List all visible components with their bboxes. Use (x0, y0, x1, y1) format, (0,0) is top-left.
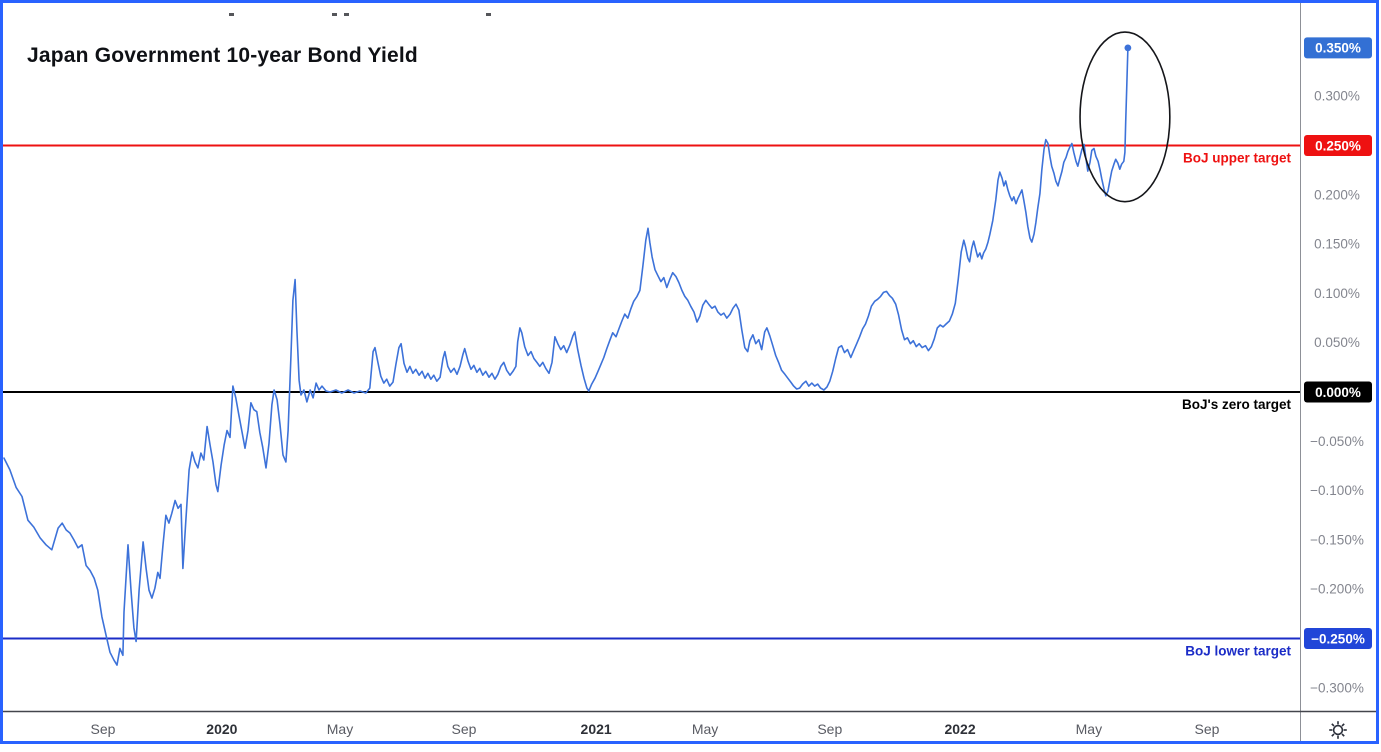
reference-line-label-0: BoJ upper target (1183, 151, 1292, 166)
x-tick-label-8: May (1076, 721, 1102, 737)
axis-badge-ref-2 (1304, 628, 1372, 649)
y-tick-label-5: 0.100% (1314, 286, 1360, 301)
chart-title: Japan Government 10-year Bond Yield (27, 44, 418, 67)
x-tick-label-1: 2020 (206, 721, 237, 737)
y-tick-label-6: 0.050% (1314, 335, 1360, 350)
axis-badge-last-price-text: 0.350% (1315, 41, 1361, 56)
time-axis[interactable] (3, 711, 1378, 742)
y-tick-label-9: −0.100% (1310, 483, 1364, 498)
clipped-text-mark-1 (332, 13, 337, 16)
clipped-text-mark-3 (486, 13, 491, 16)
reference-line-label-1: BoJ's zero target (1182, 397, 1291, 412)
x-tick-label-2: May (327, 721, 353, 737)
y-tick-label-11: −0.200% (1310, 582, 1364, 597)
x-tick-label-5: May (692, 721, 718, 737)
clipped-text-mark-2 (344, 13, 349, 16)
y-tick-label-8: −0.050% (1310, 434, 1364, 449)
x-tick-label-0: Sep (91, 721, 116, 737)
y-tick-label-10: −0.150% (1310, 532, 1364, 547)
y-tick-label-3: 0.200% (1314, 187, 1360, 202)
gear-icon (1329, 721, 1347, 739)
clipped-text-mark-0 (229, 13, 234, 16)
axis-badge-last-price (1304, 37, 1372, 59)
reference-line-label-2: BoJ lower target (1185, 644, 1291, 659)
price-scale-settings-button[interactable] (1326, 718, 1350, 742)
x-tick-label-4: 2021 (581, 721, 612, 737)
last-point-marker (1124, 44, 1132, 52)
axis-badge-ref-2-text: −0.250% (1311, 631, 1365, 646)
ellipse-annotation[interactable] (1079, 31, 1171, 203)
x-tick-label-3: Sep (452, 721, 477, 737)
price-axis[interactable] (1300, 3, 1378, 711)
axis-badge-ref-1 (1304, 381, 1372, 403)
yield-line[interactable] (3, 47, 1129, 666)
y-tick-label-4: 0.150% (1314, 237, 1360, 252)
y-tick-label-13: −0.300% (1310, 680, 1364, 695)
x-tick-label-9: Sep (1195, 721, 1220, 737)
x-tick-label-6: Sep (817, 721, 842, 737)
chart-pane[interactable] (3, 3, 1300, 711)
y-tick-label-1: 0.300% (1314, 89, 1360, 104)
x-tick-label-7: 2022 (944, 721, 975, 737)
axis-badge-ref-0 (1304, 135, 1372, 156)
axis-badge-ref-1-text: 0.000% (1315, 385, 1361, 400)
axis-badge-ref-0-text: 0.250% (1315, 138, 1361, 153)
